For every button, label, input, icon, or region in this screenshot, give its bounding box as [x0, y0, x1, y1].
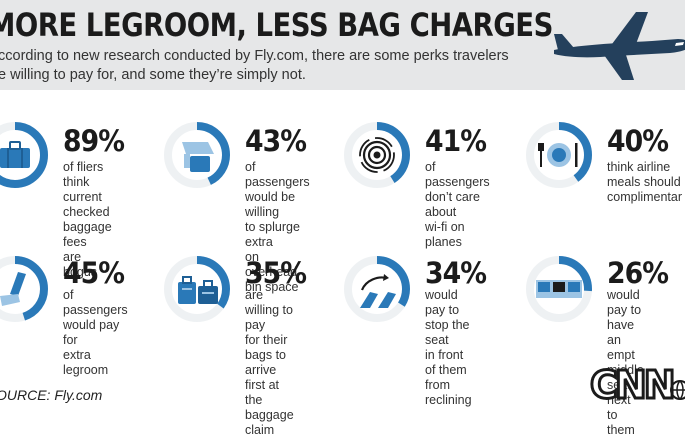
stat-description: of fliers think current checked baggage …	[63, 160, 112, 279]
meal-plate-icon	[538, 143, 578, 167]
ring-value-arc	[164, 122, 230, 188]
subtitle-line-2: e willing to pay for, and some they’re s…	[0, 67, 306, 83]
cnn-logo-text: CNN	[590, 363, 673, 406]
stat-percent: 89%	[63, 124, 125, 158]
stat-description: would pay to stop the seat in front of t…	[425, 288, 472, 407]
source-note: OURCE: Fly.com	[0, 387, 103, 403]
stat-percent: 43%	[245, 124, 307, 158]
ring-value-arc	[526, 122, 592, 188]
stat-percent: 41%	[425, 124, 487, 158]
ring-value-arc	[344, 256, 410, 322]
stat-percent: 26%	[607, 256, 669, 290]
stat-percent: 45%	[63, 256, 125, 290]
subtitle-line-1: ccording to new research conducted by Fl…	[0, 48, 509, 64]
stat-description: of passengers don’t care about wi-fi on …	[425, 160, 490, 249]
stat-description: of passengers would be willing to splurg…	[245, 160, 310, 294]
airplane-icon	[554, 12, 685, 80]
stat-percent: 34%	[425, 256, 487, 290]
percent-ring	[344, 256, 410, 322]
stat-description: think airline meals should complimentar	[607, 160, 683, 204]
wifi-icon	[359, 137, 395, 173]
suitcase-icon	[0, 141, 30, 168]
ring-value-arc	[0, 256, 48, 322]
percent-ring	[164, 122, 230, 188]
legroom-seat-icon	[0, 272, 26, 306]
stat-percent: 35%	[245, 256, 307, 290]
empty-middle-seat-icon	[536, 280, 582, 298]
cnn-logo: CNN	[589, 362, 685, 406]
overhead-bin-icon	[182, 142, 214, 172]
header-banner: MORE LEGROOM, LESS BAG CHARGES ccording …	[0, 0, 685, 90]
stat-description: are willing to pay for their bags to arr…	[245, 288, 294, 437]
ring-value-arc	[344, 122, 410, 188]
reclining-seat-icon	[360, 274, 396, 308]
luggage-icon	[178, 276, 218, 304]
ring-value-arc	[164, 256, 230, 322]
ring-value-arc	[526, 256, 592, 322]
stat-percent: 40%	[607, 124, 669, 158]
page-title: MORE LEGROOM, LESS BAG CHARGES	[0, 6, 553, 44]
ring-value-arc	[0, 122, 48, 188]
stat-description: of passengers would pay for extra legroo…	[63, 288, 128, 377]
